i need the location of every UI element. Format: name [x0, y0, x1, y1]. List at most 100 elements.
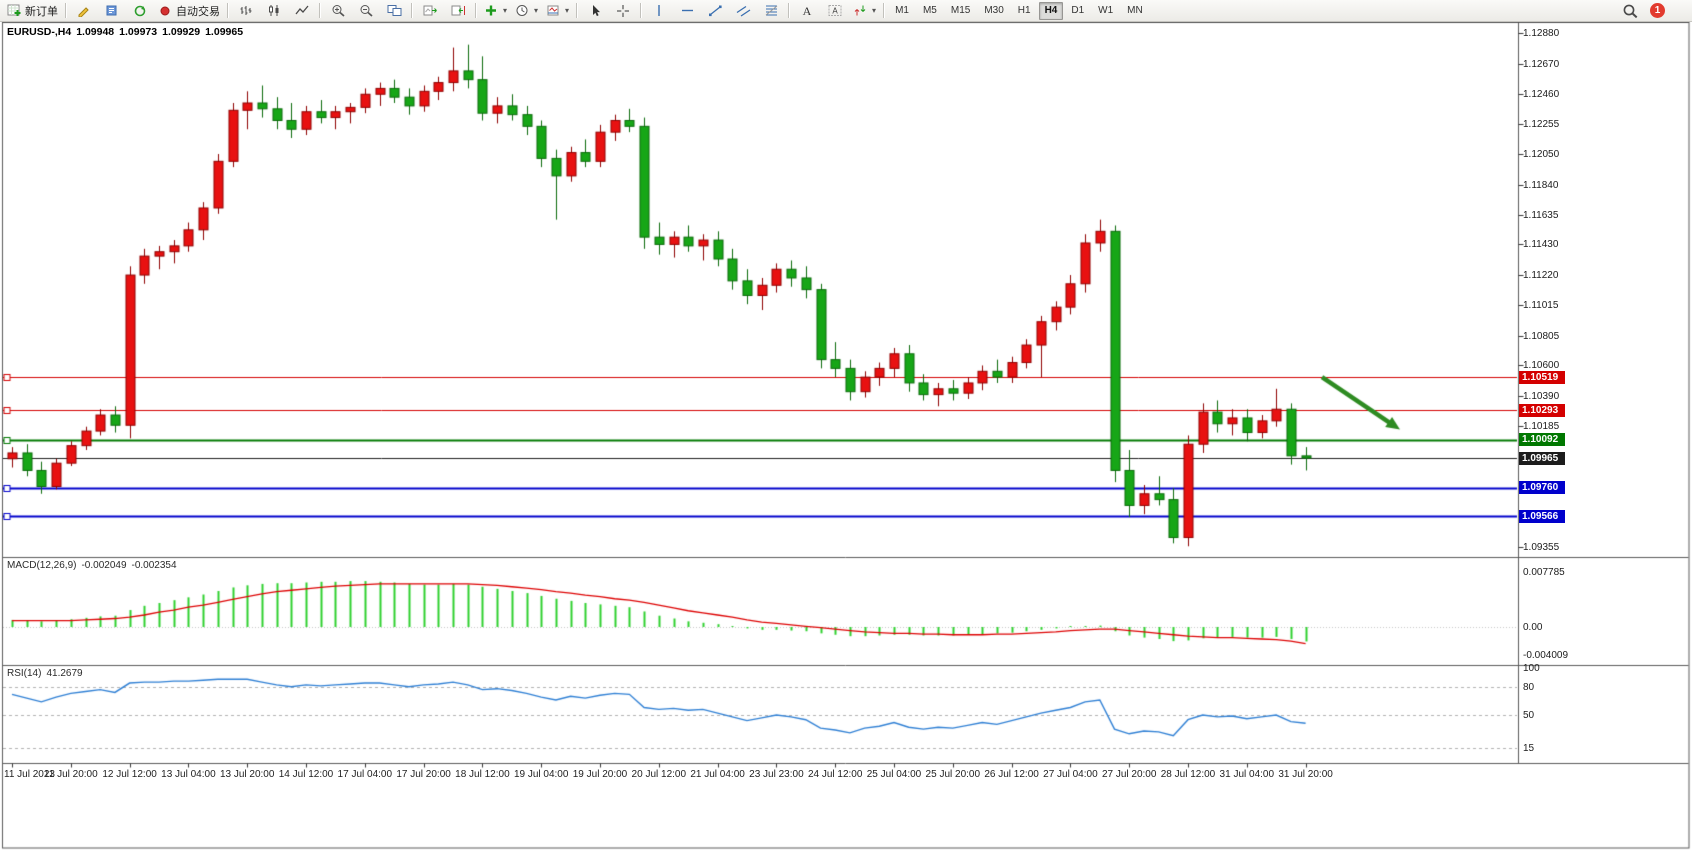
- time-tick-label: 25 Jul 04:00: [866, 769, 922, 780]
- candlestick-chart-button[interactable]: [260, 0, 288, 22]
- autotrading-icon: [158, 4, 173, 17]
- timeframe-m1-button[interactable]: M1: [895, 4, 909, 16]
- svg-text:A: A: [802, 4, 811, 17]
- price-tick-label: 1.11015: [1523, 299, 1559, 311]
- periods-button[interactable]: ▾: [511, 0, 542, 22]
- toolbar-separator: [319, 3, 321, 18]
- price-chart-canvas[interactable]: [0, 22, 1692, 850]
- arrows-button[interactable]: ▾: [849, 0, 880, 22]
- rsi-tick-label: 100: [1523, 663, 1540, 674]
- cursor-button[interactable]: [581, 0, 609, 22]
- resistance-line-1-label: 1.10519: [1519, 370, 1565, 384]
- time-tick-label: 25 Jul 20:00: [925, 769, 981, 780]
- hline-icon: [680, 4, 695, 17]
- price-tick-label: 1.12255: [1523, 119, 1560, 131]
- macd-name: MACD(12,26,9): [7, 560, 77, 571]
- text-button[interactable]: A: [793, 0, 821, 22]
- trendline-button[interactable]: [701, 0, 729, 22]
- timeframe-m5-button[interactable]: M5: [922, 4, 937, 16]
- autotrading-button-label: 自动交易: [176, 5, 220, 18]
- macd-indicator-label: MACD(12,26,9) -0.002049 -0.002354: [7, 560, 182, 571]
- vline-icon: [652, 4, 667, 17]
- support-blue-line-2-label: 1.09566: [1519, 509, 1565, 523]
- indicators-button[interactable]: ▾: [480, 0, 511, 22]
- new-order-button-label: 新订单: [25, 5, 58, 18]
- indicators-icon: [484, 4, 499, 17]
- templates-button[interactable]: ▾: [542, 0, 573, 22]
- bar-chart-icon: [239, 4, 254, 17]
- template-icon: [546, 4, 561, 17]
- ohlc-open: 1.09948: [76, 26, 115, 38]
- price-tick-label: 1.11430: [1523, 239, 1559, 251]
- timeframe-w1-button[interactable]: W1: [1098, 4, 1114, 16]
- equidistant-channel-button[interactable]: [729, 0, 757, 22]
- chevron-down-icon: ▾: [565, 6, 570, 15]
- auto-scroll-button[interactable]: [416, 0, 444, 22]
- line-chart-button[interactable]: [288, 0, 316, 22]
- time-tick-label: 19 Jul 20:00: [572, 769, 628, 780]
- time-tick-label: 19 Jul 04:00: [513, 769, 569, 780]
- time-tick-label: 27 Jul 04:00: [1043, 769, 1098, 780]
- macd-tick-label: 0.007785: [1523, 567, 1565, 578]
- crosshair-button[interactable]: [609, 0, 637, 22]
- timeframe-mn-button[interactable]: MN: [1127, 4, 1143, 16]
- autotrading-button[interactable]: 自动交易: [154, 0, 224, 22]
- vertical-line-button[interactable]: [645, 0, 673, 22]
- metaeditor-button[interactable]: [70, 0, 98, 22]
- notification-badge[interactable]: 1: [1650, 3, 1665, 18]
- search-icon: [1622, 3, 1639, 19]
- time-tick-label: 28 Jul 12:00: [1160, 769, 1216, 780]
- macd-tick-label: 0.00: [1523, 622, 1543, 633]
- timeframe-h1-button[interactable]: H1: [1017, 4, 1031, 16]
- timeframe-h4-button[interactable]: H4: [1038, 1, 1064, 20]
- ohlc-high: 1.09973: [119, 26, 158, 38]
- timeframe-d1-button[interactable]: D1: [1071, 4, 1085, 16]
- timeframe-m30-button[interactable]: M30: [984, 4, 1004, 16]
- chart-shift-button[interactable]: [444, 0, 472, 22]
- zoom-out-button[interactable]: [352, 0, 380, 22]
- time-tick-label: 21 Jul 04:00: [690, 769, 745, 780]
- price-tick-label: 1.12880: [1523, 28, 1560, 39]
- toolbar-separator: [65, 3, 67, 18]
- refresh-icon: [133, 4, 148, 17]
- time-tick-label: 12 Jul 12:00: [102, 769, 157, 780]
- time-tick-label: 17 Jul 04:00: [337, 769, 393, 780]
- price-tick-label: 1.10600: [1523, 360, 1560, 372]
- horizontal-line-button[interactable]: [673, 0, 701, 22]
- zoom-in-button[interactable]: [324, 0, 352, 22]
- toolbar-separator: [640, 3, 643, 18]
- candlestick-icon: [267, 4, 282, 17]
- time-tick-label: 18 Jul 12:00: [455, 769, 510, 780]
- fibonacci-button[interactable]: [757, 0, 785, 22]
- bar-chart-button[interactable]: [232, 0, 260, 22]
- chart-shift-icon: [451, 4, 466, 17]
- ohlc-low: 1.09929: [162, 26, 201, 38]
- timeframe-m15-button[interactable]: M15: [950, 4, 971, 16]
- chevron-down-icon: ▾: [872, 6, 877, 15]
- toolbar-separator: [475, 3, 477, 18]
- channel-icon: [736, 4, 751, 17]
- price-tick-label: 1.10390: [1523, 391, 1560, 403]
- chart-title: EURUSD-,H4 1.09948 1.09973 1.09929 1.09965: [7, 26, 248, 38]
- price-tick-label: 1.10185: [1523, 420, 1560, 432]
- price-tick-label: 1.11840: [1523, 179, 1559, 191]
- new-order-button[interactable]: 新订单: [3, 0, 62, 22]
- resistance-line-2-label: 1.10293: [1519, 403, 1565, 417]
- tile-windows-button[interactable]: [380, 0, 408, 22]
- search-button[interactable]: [1616, 0, 1644, 22]
- time-tick-label: 26 Jul 12:00: [984, 769, 1039, 780]
- chevron-down-icon: ▾: [503, 6, 508, 15]
- profiles-icon: [105, 4, 120, 17]
- time-tick-label: 20 Jul 12:00: [631, 769, 687, 780]
- zoom-out-icon: [359, 4, 374, 17]
- text-label-button[interactable]: A: [821, 0, 849, 22]
- toolbar: 新订单 自动交易 ▾ ▾ ▾ A A ▾ M1 M5 M15 M30 H1 H4 D1 W1 MN 1: [0, 0, 1692, 22]
- support-blue-line-1-label: 1.09760: [1519, 481, 1565, 495]
- macd-tick-label: -0.004009: [1523, 650, 1569, 662]
- rsi-tick-label: 50: [1523, 710, 1535, 721]
- text-label-icon: A: [828, 4, 843, 17]
- time-tick-label: 31 Jul 04:00: [1219, 769, 1275, 780]
- profiles-button[interactable]: [98, 0, 126, 22]
- time-tick-label: 13 Jul 04:00: [161, 769, 216, 780]
- refresh-button[interactable]: [126, 0, 154, 22]
